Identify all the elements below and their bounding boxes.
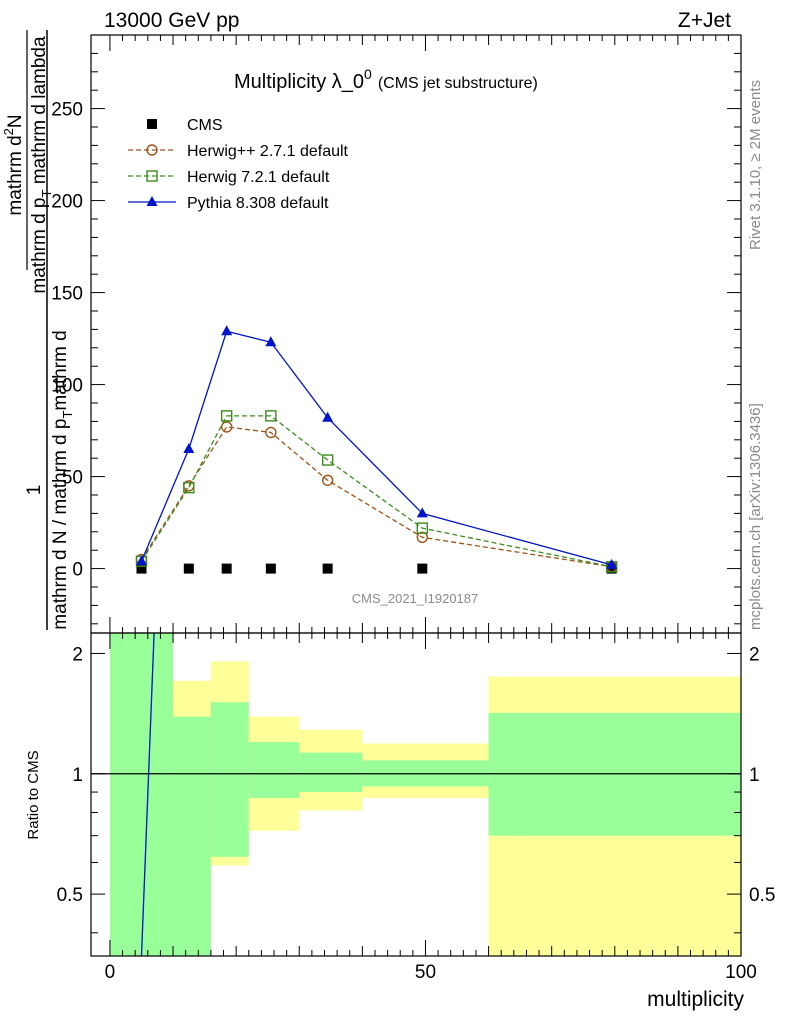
series-0-point-0 (136, 563, 147, 574)
legend: CMS Herwig++ 2.7.1 default Herwig 7.2.1 de… (128, 117, 349, 212)
series-1-point-4 (321, 474, 334, 486)
ylabel-top-num: mathrm d2N (1, 114, 26, 215)
legend-marker-0 (147, 119, 157, 129)
main-ytick-label: 250 (51, 100, 83, 121)
chart-title-sup: 0 (364, 66, 372, 82)
ratio-ytick-label-left: 0.5 (57, 885, 83, 906)
series-2-point-3 (265, 410, 277, 422)
header-right: Z+Jet (678, 9, 731, 32)
rivet-label: Rivet 3.1.10, ≥ 2M events (747, 80, 764, 250)
legend-label-2: Herwig 7.2.1 default (187, 169, 330, 186)
main-ytick-label: 100 (51, 376, 83, 397)
legend-marker-2 (146, 170, 158, 182)
ratio-ylabel: Ratio to CMS (25, 750, 42, 839)
chart-title-main: Multiplicity λ_0 (234, 71, 364, 93)
series-1 (135, 421, 618, 573)
series-1-point-2 (220, 421, 233, 433)
header-left: 13000 GeV pp (104, 9, 239, 32)
x-tick-label: 0 (105, 962, 116, 983)
series-1-point-3 (265, 426, 277, 439)
ratio-band-inner-1 (173, 716, 211, 956)
series-0-point-3 (265, 563, 276, 574)
series-3-point-5 (416, 507, 428, 518)
main-ytick-label: 50 (62, 468, 83, 489)
series-line-3 (140, 330, 612, 566)
series-3-point-1 (183, 443, 195, 453)
series-3-point-4 (322, 411, 334, 422)
series-2-point-2 (220, 410, 233, 422)
ylabel-top-den: mathrm d pT mathrm d lambda (29, 36, 54, 294)
ratio-lines (91, 632, 741, 957)
x-tick-label: 50 (415, 962, 436, 983)
main-ytick-label: 200 (51, 192, 83, 213)
series-3 (135, 325, 618, 569)
legend-label-0: CMS (187, 117, 223, 134)
legend-marker-3 (146, 196, 158, 206)
legend-label-1: Herwig++ 2.7.1 default (187, 143, 349, 160)
series-2 (135, 410, 618, 573)
ratio-band-inner-0 (109, 633, 174, 956)
main-ytick-label: 150 (51, 284, 83, 305)
legend-marker-1 (146, 144, 158, 156)
series-2-point-1 (183, 481, 195, 494)
watermark: CMS_2021_I1920187 (352, 591, 479, 606)
main-ytick-label: 0 (72, 560, 83, 581)
main-series (135, 325, 618, 574)
chart-title-sub: (CMS jet substructure) (378, 75, 538, 92)
series-1-point-5 (416, 531, 429, 544)
series-line-1 (140, 426, 612, 568)
series-0-point-4 (322, 563, 333, 574)
legend-label-3: Pythia 8.308 default (187, 195, 329, 212)
ylabel-numerator: 1 (24, 485, 45, 496)
ratio-ytick-label-right: 1 (749, 765, 760, 786)
axes: 0 50 100 150 200 250 0 50 100 0.5 0.5 1 1 2 2 (51, 34, 775, 983)
ratio-band-inner-4 (299, 752, 363, 793)
ratio-bands (109, 633, 741, 956)
ratio-band-inner-3 (248, 742, 300, 798)
series-2-point-5 (416, 522, 429, 534)
series-0-point-1 (183, 563, 194, 574)
chart-title: Multiplicity λ_00 (CMS jet substructure) (234, 66, 538, 93)
pythia-ratio-line (140, 632, 155, 957)
series-0-point-5 (417, 563, 428, 574)
series-line-2 (140, 415, 612, 568)
series-0-point-2 (221, 563, 232, 574)
ylabel-denominator: mathrm d N / mathrm d pTmathrm d (50, 330, 75, 629)
series-3-point-0 (135, 555, 147, 566)
ratio-frame (90, 632, 742, 957)
ratio-ytick-label-left: 2 (72, 644, 83, 665)
series-0 (136, 563, 617, 574)
x-tick-label: 100 (725, 962, 757, 983)
series-2-point-4 (321, 454, 334, 466)
series-3-point-3 (265, 336, 277, 347)
ratio-ytick-label-left: 1 (72, 765, 83, 786)
ratio-ytick-label-right: 2 (749, 644, 760, 665)
x-axis-label: multiplicity (647, 988, 744, 1011)
ratio-ytick-label-right: 0.5 (749, 885, 775, 906)
main-ylabel: 1 mathrm d N / mathrm d pTmathrm d mathr… (1, 30, 75, 630)
mcplots-label: mcplots.cern.ch [arXiv:1306.3436] (747, 403, 764, 630)
series-3-point-6 (606, 558, 618, 569)
series-3-point-2 (221, 325, 233, 336)
ratio-band-inner-2 (210, 702, 249, 857)
